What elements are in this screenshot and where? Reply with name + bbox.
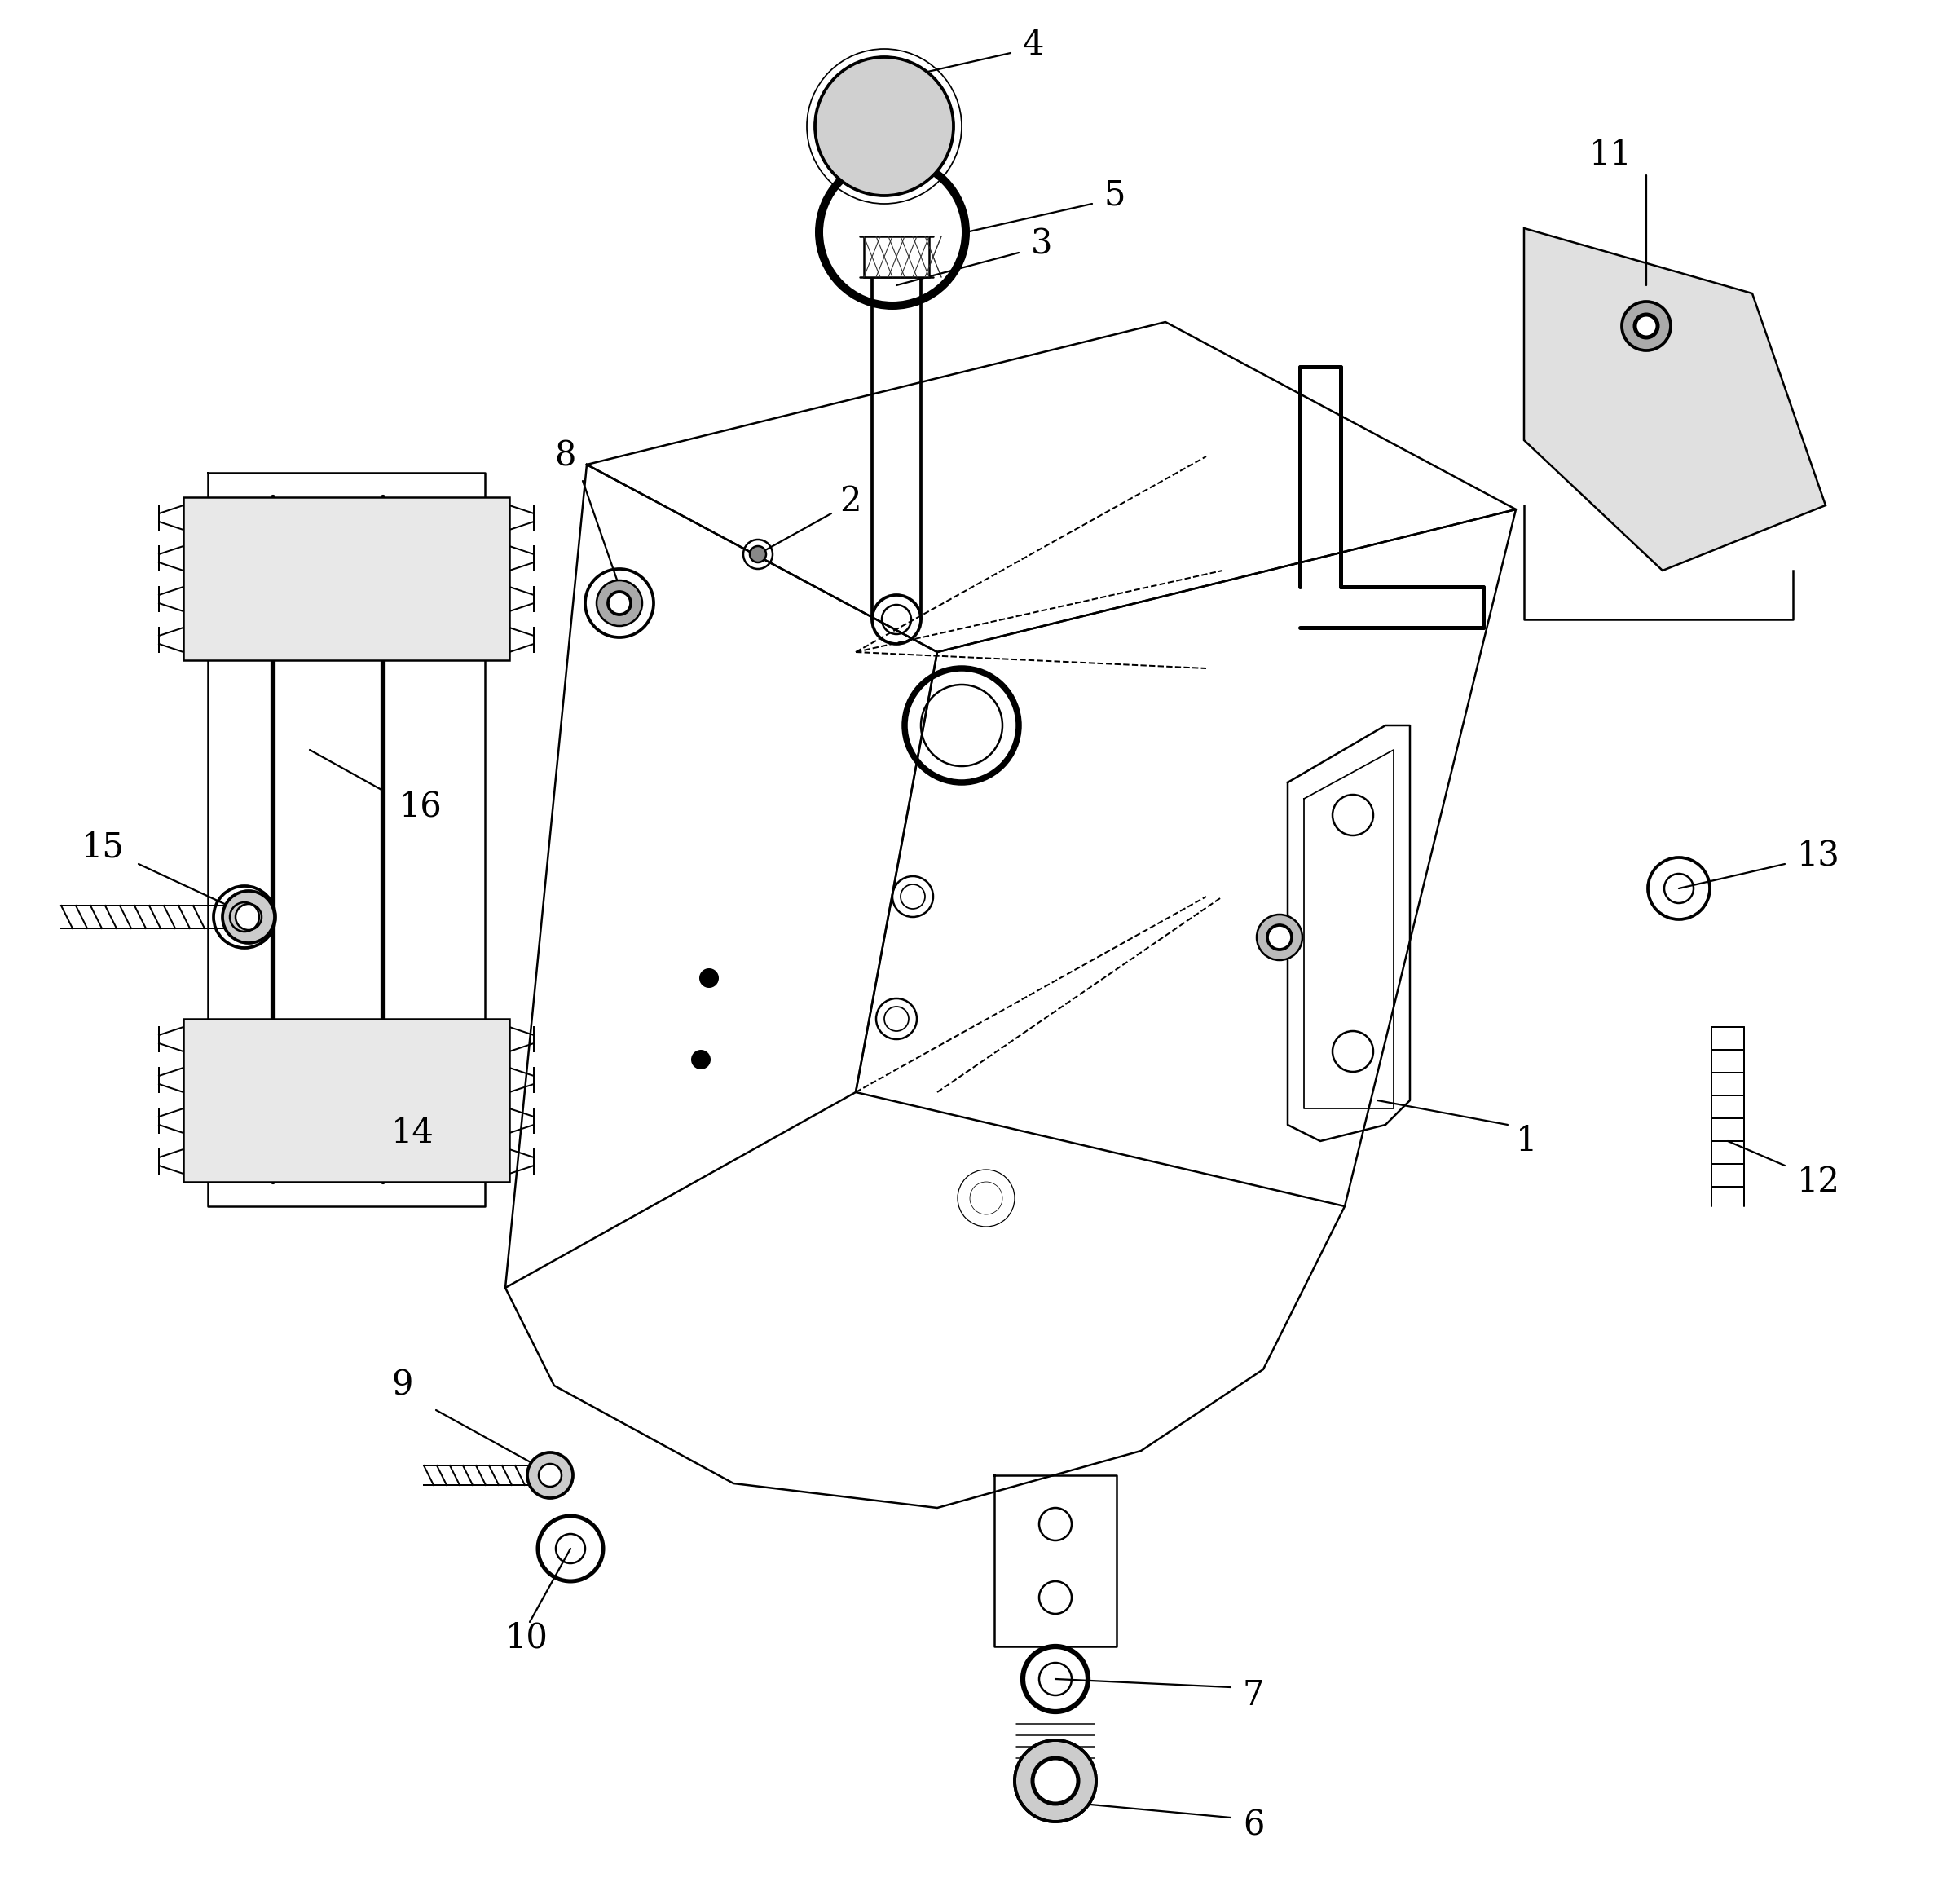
Text: 11: 11 [1589,137,1632,171]
Circle shape [539,1464,561,1487]
Text: 13: 13 [1797,838,1840,872]
Circle shape [1622,301,1671,350]
Circle shape [691,1049,711,1070]
Polygon shape [1525,228,1826,571]
Text: 3: 3 [1032,227,1053,261]
Circle shape [528,1453,572,1498]
Circle shape [699,969,718,988]
Text: 7: 7 [1242,1677,1264,1712]
Text: 4: 4 [1022,29,1044,63]
Circle shape [222,891,275,942]
Bar [183,1019,510,1182]
Circle shape [1014,1740,1096,1822]
Bar [183,497,510,661]
Text: 1: 1 [1517,1123,1538,1158]
Circle shape [607,592,631,615]
Circle shape [816,57,954,196]
Circle shape [1635,314,1657,337]
Text: 12: 12 [1797,1165,1840,1200]
Text: 10: 10 [506,1620,549,1655]
Text: 6: 6 [1242,1809,1264,1843]
Text: 2: 2 [839,484,861,518]
Text: 15: 15 [82,830,125,864]
Circle shape [1267,925,1291,950]
Circle shape [596,581,643,626]
Text: 5: 5 [1104,179,1125,213]
Bar [864,236,929,278]
Circle shape [1032,1757,1079,1803]
Text: 9: 9 [391,1369,413,1403]
Text: 14: 14 [391,1116,434,1150]
Circle shape [750,546,765,562]
Circle shape [236,904,261,929]
Text: 8: 8 [555,440,576,474]
Circle shape [1256,914,1303,960]
Text: 16: 16 [399,790,442,824]
